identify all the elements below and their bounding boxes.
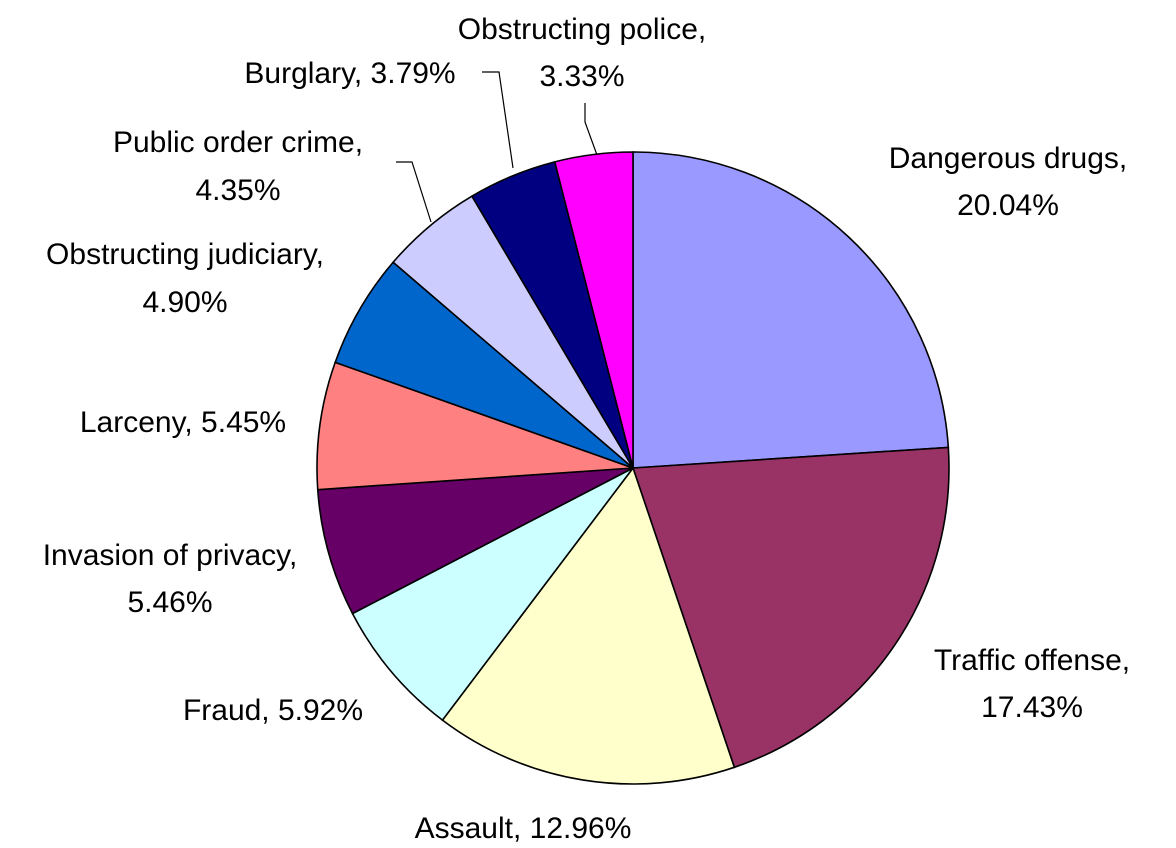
slice-label-traffic-offense: Traffic offense, [934,644,1130,677]
slice-value-dangerous-drugs: 20.04% [957,189,1059,222]
pie-slice-invasion-of-privacy [316,467,634,615]
slice-label-public-order-crime: Public order crime, [113,126,363,159]
slice-label-assault: Assault, 12.96% [415,812,632,843]
pie-slice-assault [441,466,736,785]
slice-value-obstructing-judiciary: 4.90% [142,286,227,319]
pie-slice-obstructing-police [553,151,634,469]
slice-value-obstructing-police: 3.33% [539,60,624,93]
slice-label-invasion-of-privacy: Invasion of privacy, [43,539,298,572]
leader-line-obstructing-police [584,103,598,156]
slice-label-fraud: Fraud, 5.92% [183,694,363,727]
pie-slice-fraud [351,467,634,722]
pie-slice-larceny [316,361,634,491]
pie-slice-traffic-offense [631,446,950,769]
labels-layer: Dangerous drugs, 20.04% Traffic offense, 17… [43,13,1130,845]
pie-slice-dangerous-drugs [632,151,950,469]
slice-value-invasion-of-privacy: 5.46% [127,586,212,619]
slice-label-larceny: Larceny, 5.45% [80,406,286,439]
leader-line-public-order-crime [396,161,432,223]
slice-label-obstructing-judiciary: Obstructing judiciary, [46,238,324,271]
leader-line-burglary [482,71,514,169]
slices-layer [316,151,950,785]
leader-lines-layer [396,71,598,223]
slice-value-public-order-crime: 4.35% [195,174,280,207]
slice-label-obstructing-police: Obstructing police, [458,13,706,46]
slice-label-dangerous-drugs: Dangerous drugs, [889,142,1127,175]
slice-label-burglary: Burglary, 3.79% [244,57,455,90]
slice-value-traffic-offense: 17.43% [981,691,1083,724]
